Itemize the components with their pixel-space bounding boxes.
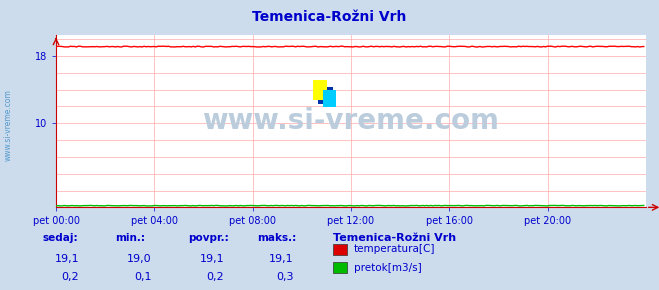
Text: www.si-vreme.com: www.si-vreme.com	[202, 107, 500, 135]
Text: temperatura[C]: temperatura[C]	[354, 244, 436, 254]
Bar	[318, 87, 333, 104]
Text: 19,0: 19,0	[127, 254, 152, 264]
Text: 0,2: 0,2	[206, 272, 224, 282]
Bar	[323, 90, 336, 107]
Text: povpr.:: povpr.:	[188, 233, 229, 243]
Text: 0,1: 0,1	[134, 272, 152, 282]
Text: 0,2: 0,2	[61, 272, 79, 282]
Text: min.:: min.:	[115, 233, 146, 243]
Text: Temenica-Rožni Vrh: Temenica-Rožni Vrh	[333, 233, 456, 243]
Bar	[312, 80, 328, 100]
Text: 19,1: 19,1	[269, 254, 293, 264]
Text: sedaj:: sedaj:	[43, 233, 78, 243]
Text: 0,3: 0,3	[275, 272, 293, 282]
Text: 19,1: 19,1	[200, 254, 224, 264]
Text: 19,1: 19,1	[55, 254, 79, 264]
Text: www.si-vreme.com: www.si-vreme.com	[3, 89, 13, 161]
Text: Temenica-Rožni Vrh: Temenica-Rožni Vrh	[252, 10, 407, 24]
Text: pretok[m3/s]: pretok[m3/s]	[354, 263, 422, 273]
Text: maks.:: maks.:	[257, 233, 297, 243]
